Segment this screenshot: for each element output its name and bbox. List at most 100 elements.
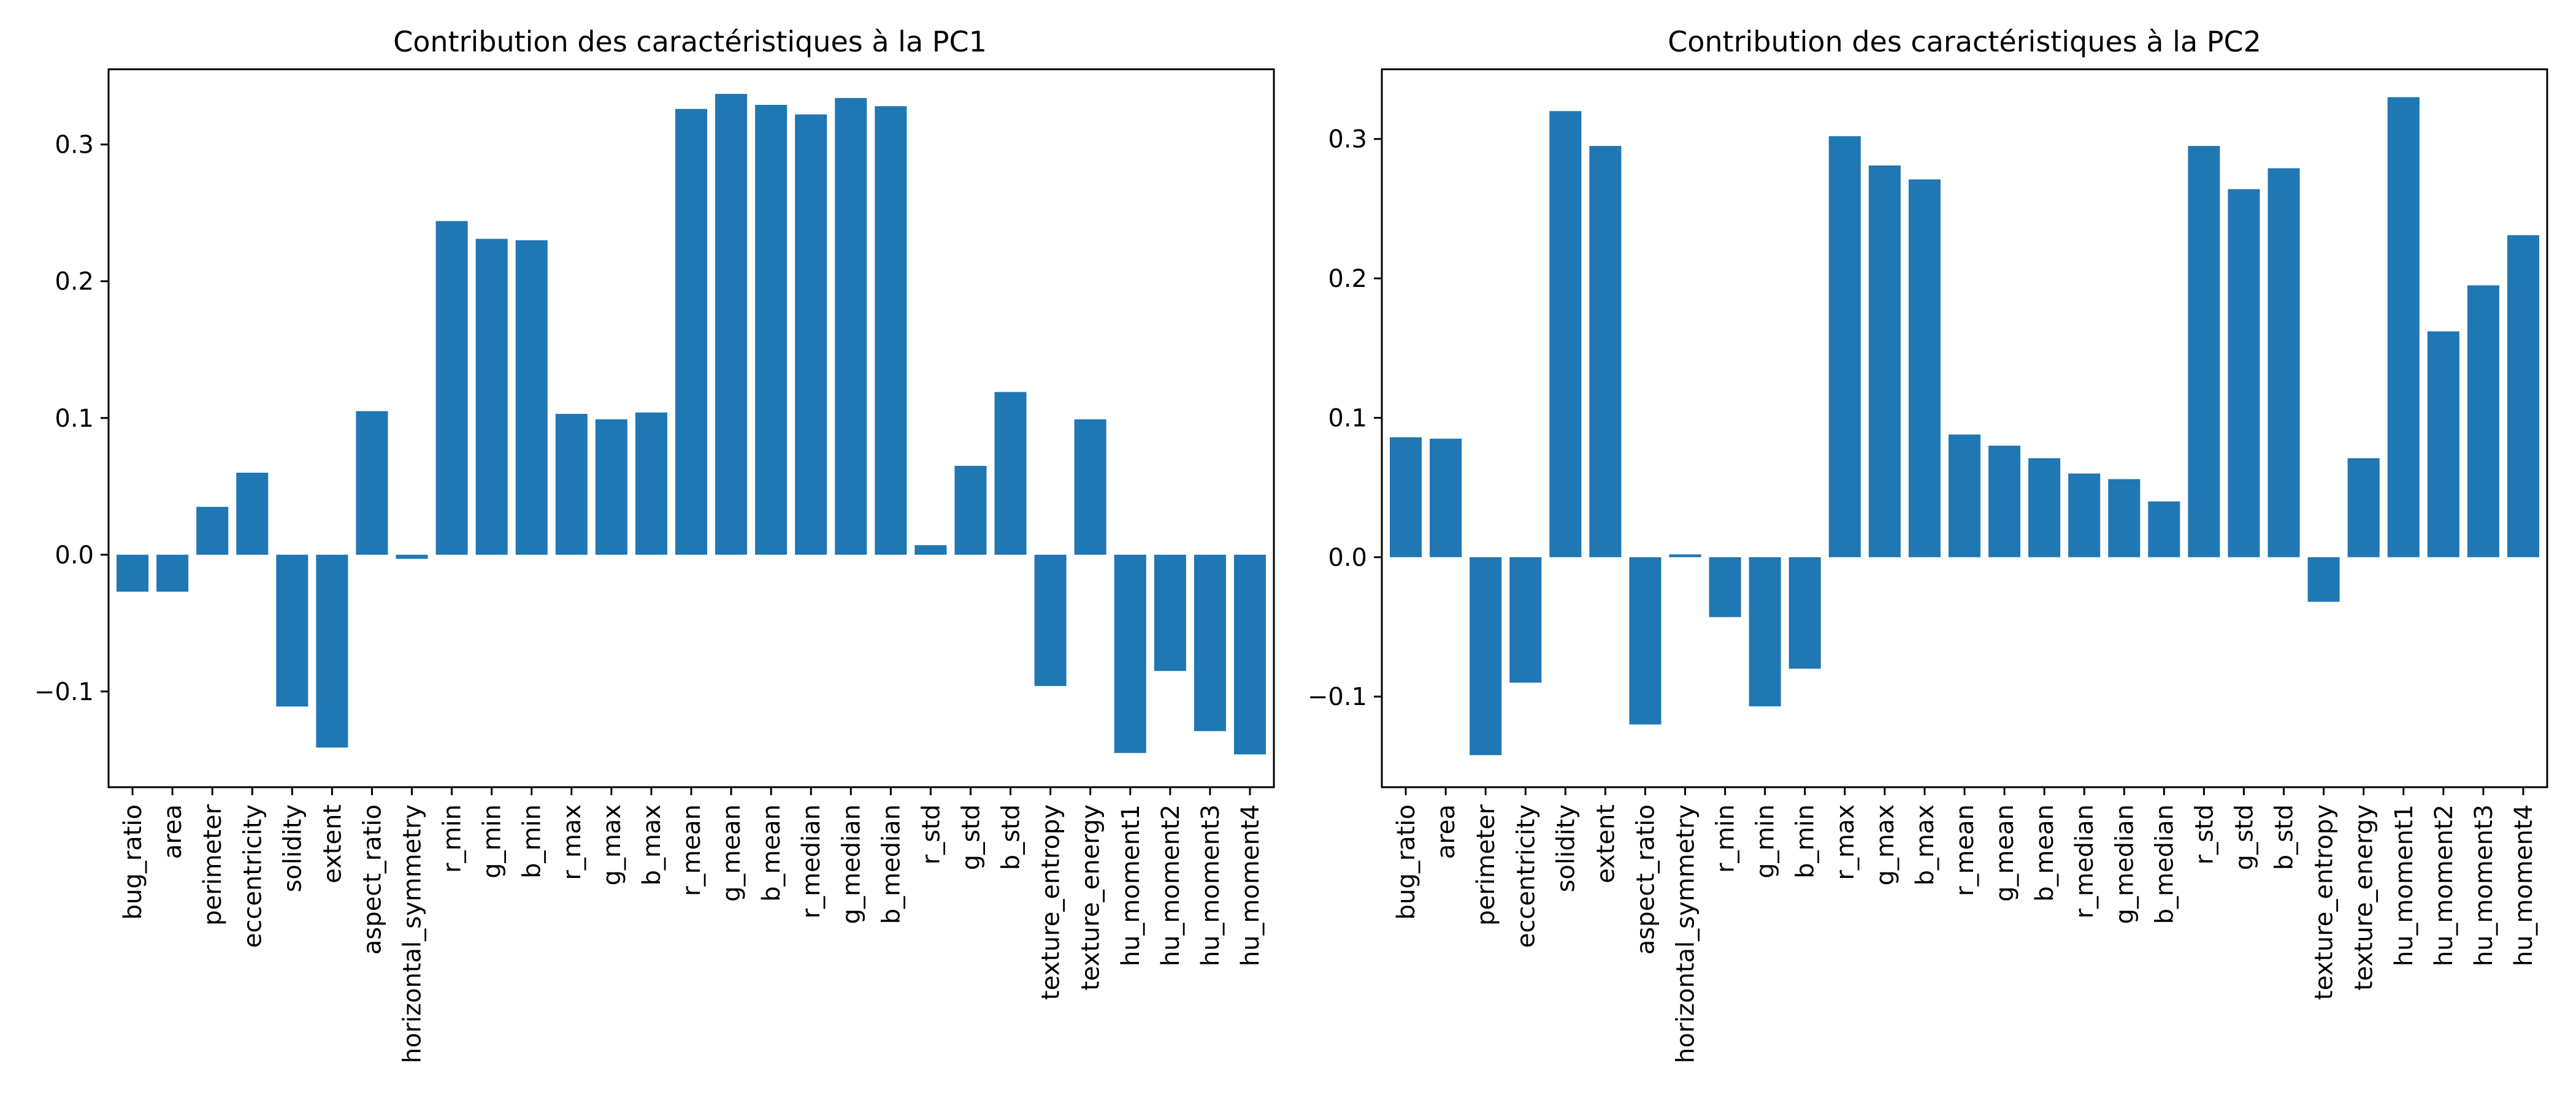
x-tick-label-texture_energy: texture_energy (1077, 804, 1105, 991)
x-tick-label-b_max: b_max (1911, 804, 1939, 886)
bar-eccentricity (236, 472, 269, 555)
bar-g_median (835, 97, 867, 555)
x-tick-label-extent: extent (1592, 804, 1620, 883)
x-tick-label-g_min: g_min (478, 804, 507, 879)
bar-horizontal_symmetry (1669, 554, 1701, 557)
bar-g_min (1749, 557, 1781, 707)
bar-b_min (515, 240, 548, 555)
bars-pc1 (117, 94, 1266, 755)
bar-hu_moment3 (1194, 554, 1226, 731)
bar-bug_ratio (117, 554, 149, 592)
x-tick-label-hu_moment3: hu_moment3 (2470, 804, 2498, 966)
x-tick-label-g_max: g_max (598, 804, 626, 886)
bar-bug_ratio (1390, 437, 1422, 557)
x-axis-pc1: bug_ratio area perimeter eccentricity solidi… (119, 787, 1265, 1063)
bar-r_std (914, 545, 947, 555)
x-tick-label-r_median: r_median (797, 804, 826, 918)
x-tick-label-bug_ratio: bug_ratio (119, 804, 147, 920)
bar-perimeter (196, 506, 229, 555)
axes-frame-pc1 (107, 68, 1275, 788)
x-tick-label-r_std: r_std (2190, 804, 2218, 864)
x-tick-label-g_mean: g_mean (718, 804, 746, 902)
x-tick-label-b_median: b_median (2150, 804, 2179, 924)
x-tick-label-g_mean: g_mean (1991, 804, 2019, 902)
bar-horizontal_symmetry (396, 554, 428, 559)
x-tick-label-g_std: g_std (2230, 804, 2258, 870)
bar-area (156, 554, 189, 592)
x-tick-label-b_mean: b_mean (2031, 804, 2059, 902)
bar-r_std (2188, 146, 2220, 557)
x-tick-label-perimeter: perimeter (1472, 804, 1500, 925)
y-tick-label: 0.3 (55, 131, 94, 159)
bar-r_mean (675, 109, 708, 555)
bar-hu_moment3 (2467, 285, 2499, 557)
y-axis-pc2: −0.1 0.0 0.1 0.2 0.3 (1308, 126, 1382, 711)
x-tick-label-horizontal_symmetry: horizontal_symmetry (1672, 804, 1700, 1063)
chart-title-pc2: Contribution des caractéristiques à la P… (1668, 25, 2261, 58)
chart-title-pc1: Contribution des caractéristiques à la P… (393, 25, 987, 58)
bar-g_std (2228, 189, 2260, 557)
x-tick-label-aspect_ratio: aspect_ratio (1631, 804, 1660, 955)
x-tick-label-hu_moment2: hu_moment2 (1157, 804, 1185, 966)
bar-b_min (1788, 557, 1821, 669)
bar-g_min (475, 238, 508, 555)
x-tick-label-r_median: r_median (2071, 804, 2099, 918)
bars-pc2 (1390, 97, 2539, 755)
bar-extent (1589, 146, 1622, 557)
x-tick-label-r_std: r_std (917, 804, 945, 864)
bar-g_std (954, 465, 987, 555)
bar-r_mean (1948, 434, 1981, 557)
x-tick-label-eccentricity: eccentricity (1512, 804, 1540, 948)
bar-area (1430, 438, 1462, 557)
bar-hu_moment1 (2387, 97, 2420, 557)
y-tick-label: −0.1 (1308, 683, 1367, 711)
bar-r_median (795, 114, 827, 555)
y-tick-label: −0.1 (34, 678, 94, 706)
x-tick-label-perimeter: perimeter (199, 804, 227, 925)
bar-b_median (875, 106, 907, 555)
x-tick-label-hu_moment1: hu_moment1 (2390, 804, 2418, 966)
bar-texture_entropy (2307, 557, 2340, 602)
y-tick-label: 0.1 (55, 405, 94, 433)
x-axis-pc2: bug_ratio area perimeter eccentricity solidi… (1392, 787, 2538, 1063)
x-tick-label-texture_energy: texture_energy (2350, 804, 2379, 991)
bar-g_mean (1988, 445, 2021, 557)
bar-hu_moment2 (1154, 554, 1186, 671)
x-tick-label-g_max: g_max (1871, 804, 1899, 886)
x-tick-label-r_max: r_max (558, 804, 586, 880)
bar-hu_moment1 (1114, 554, 1146, 753)
bar-perimeter (1470, 557, 1502, 755)
x-tick-label-b_mean: b_mean (757, 804, 786, 902)
bar-r_median (2068, 473, 2101, 557)
x-tick-label-g_median: g_median (2110, 804, 2139, 924)
x-tick-label-hu_moment3: hu_moment3 (1197, 804, 1225, 966)
bar-solidity (276, 554, 309, 707)
chart-pc2: Contribution des caractéristiques à la P… (1308, 25, 2548, 1063)
bar-solidity (1549, 111, 1582, 557)
x-tick-label-area: area (1432, 804, 1460, 859)
x-tick-label-hu_moment1: hu_moment1 (1117, 804, 1145, 966)
x-tick-label-hu_moment4: hu_moment4 (1236, 804, 1265, 966)
x-tick-label-g_median: g_median (837, 804, 865, 924)
x-tick-label-texture_entropy: texture_entropy (1037, 804, 1065, 1000)
x-tick-label-g_min: g_min (1752, 804, 1780, 879)
y-tick-label: 0.2 (55, 268, 94, 296)
bar-g_max (1868, 165, 1901, 557)
x-tick-label-b_max: b_max (638, 804, 666, 886)
x-tick-label-g_std: g_std (957, 804, 985, 870)
bar-hu_moment4 (1233, 554, 1266, 755)
y-tick-label: 0.0 (1328, 544, 1367, 572)
y-tick-label: 0.1 (1328, 404, 1367, 432)
x-tick-label-extent: extent (318, 804, 347, 883)
x-tick-label-b_min: b_min (518, 804, 546, 879)
x-tick-label-r_max: r_max (1831, 804, 1860, 880)
y-tick-label: 0.2 (1328, 265, 1367, 293)
bar-texture_energy (1074, 419, 1106, 555)
x-tick-label-r_mean: r_mean (678, 804, 706, 896)
x-tick-label-solidity: solidity (1552, 804, 1580, 892)
x-tick-label-texture_entropy: texture_entropy (2310, 804, 2339, 1000)
bar-aspect_ratio (1629, 557, 1662, 725)
x-tick-label-r_min: r_min (439, 804, 467, 873)
x-tick-label-r_min: r_min (1712, 804, 1740, 873)
